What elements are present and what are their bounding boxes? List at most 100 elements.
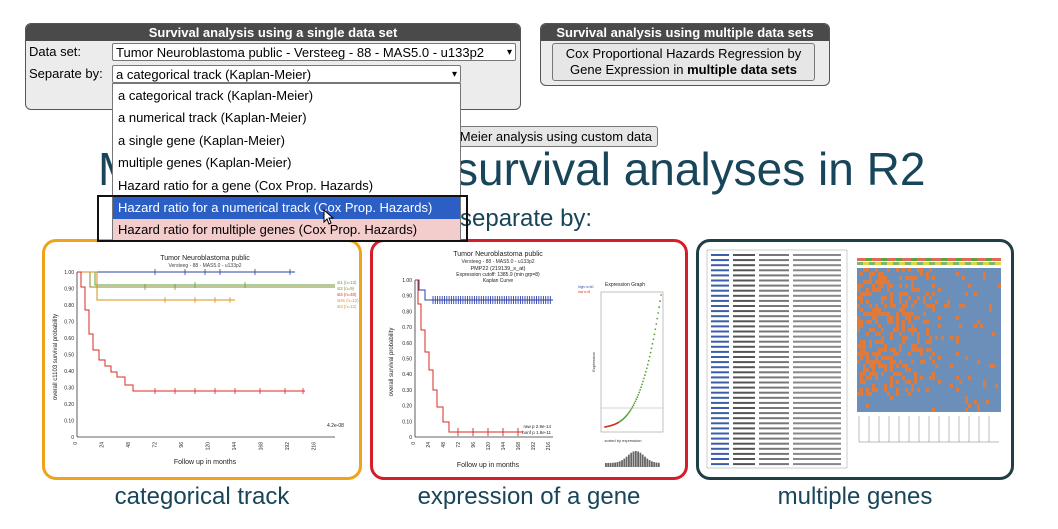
km1-legend: st1 (n=13)st2 (n=9)st4 (n=40)st4s (n=12)… bbox=[337, 280, 359, 309]
km2-ytick-label: 0.60 bbox=[402, 341, 412, 347]
km1-legend-entry: st2 (n=9) bbox=[337, 286, 355, 291]
dropdown-option[interactable]: Hazard ratio for multiple genes (Cox Pro… bbox=[113, 219, 460, 242]
km2-title: Tumor Neuroblastoma public bbox=[453, 251, 543, 258]
km2-xtick-label: 192 bbox=[531, 442, 537, 451]
km2-ytick-label: 0.40 bbox=[402, 372, 412, 378]
km2-ylabel: overall survival probability bbox=[389, 328, 395, 397]
km1-x-ticks: 0 24 48 72 96 120 144 168 192 216 bbox=[73, 442, 318, 451]
caption-categorical: categorical track bbox=[114, 483, 290, 510]
dropdown-option[interactable]: a categorical track (Kaplan-Meier) bbox=[118, 88, 314, 103]
km1-curve-st2 bbox=[77, 271, 335, 286]
dropdown-option[interactable]: multiple genes (Kaplan-Meier) bbox=[118, 155, 292, 171]
km2-xtick-label: 24 bbox=[426, 442, 432, 448]
cox-button-line2: Gene Expression in multiple data sets bbox=[553, 62, 814, 78]
chevron-down-icon: ▾ bbox=[504, 44, 512, 60]
km2-curve-low bbox=[415, 279, 523, 433]
km1-legend-entry: st4s (n=12) bbox=[337, 298, 359, 303]
caption-multiple: multiple genes bbox=[777, 483, 933, 510]
dropdown-option[interactable]: a numerical track (Kaplan-Meier) bbox=[118, 110, 307, 126]
single-panel-title: Survival analysis using a single data se… bbox=[26, 24, 520, 41]
km1-xlabel: Follow up in months bbox=[174, 459, 237, 466]
km1-xtick-label: 216 bbox=[312, 442, 318, 451]
km1-ytick-label: 0.10 bbox=[64, 419, 74, 425]
mouse-cursor-icon bbox=[323, 209, 335, 225]
km1-subtitle: Versteeg - 88 - MAS5.0 - u133p2 bbox=[168, 263, 241, 269]
km2-ytick-label: 0.50 bbox=[402, 357, 412, 363]
heatmap-grid bbox=[857, 248, 1001, 443]
km1-ytick-label: 0.20 bbox=[64, 402, 74, 408]
heatmap-figure bbox=[706, 248, 1001, 469]
expr-graph-title: Expression Graph bbox=[605, 282, 645, 288]
dataset-select-value: Tumor Neuroblastoma public - Versteeg - … bbox=[116, 45, 485, 60]
custom-data-km-button[interactable]: Meier analysis using custom data bbox=[440, 126, 658, 147]
cox-button-line2-bold: multiple data sets bbox=[687, 62, 797, 77]
dataset-select[interactable]: Tumor Neuroblastoma public - Versteeg - … bbox=[112, 43, 516, 61]
km1-ytick-label: 0 bbox=[71, 435, 74, 441]
km2-ytick-label: 1.00 bbox=[402, 278, 412, 284]
km2-line4: Expression cutoff: 1385.9 (min grp=8) bbox=[456, 272, 540, 278]
km1-legend-entry: st1 (n=13) bbox=[337, 280, 357, 285]
km1-ytick-label: 0.60 bbox=[64, 336, 74, 342]
expr-graph-points bbox=[601, 294, 663, 428]
separate-by-select-value: a categorical track (Kaplan-Meier) bbox=[116, 67, 312, 82]
km1-ytick-label: 0.50 bbox=[64, 353, 74, 359]
km2-xlabel: Follow up in months bbox=[457, 462, 520, 469]
km1-legend-entry: st4 (n=40) bbox=[337, 292, 357, 297]
km2-pvalue: raw p 2.9e-14 bbox=[523, 424, 551, 429]
km1-xtick-label: 120 bbox=[206, 442, 212, 451]
separate-by-select[interactable]: a categorical track (Kaplan-Meier) ▾ bbox=[112, 65, 461, 83]
dropdown-option[interactable]: a single gene (Kaplan-Meier) bbox=[118, 132, 285, 148]
km1-title: Tumor Neuroblastoma public bbox=[160, 255, 250, 262]
km2-ytick-label: 0.90 bbox=[402, 294, 412, 300]
km2-legend-high: high n=40 bbox=[578, 285, 594, 289]
km1-ytick-label: 0.90 bbox=[64, 287, 74, 293]
km1-ytick-label: 0.40 bbox=[64, 369, 74, 375]
km2-xtick-label: 0 bbox=[411, 442, 417, 445]
km2-xtick-label: 96 bbox=[471, 442, 477, 448]
km2-censor-marks bbox=[432, 296, 551, 436]
categorical-track-card[interactable]: Tumor Neuroblastoma public Versteeg - 88… bbox=[42, 239, 362, 480]
km1-xtick-label: 72 bbox=[153, 442, 159, 448]
km1-xtick-label: 144 bbox=[232, 442, 238, 451]
km2-xtick-label: 144 bbox=[501, 442, 507, 451]
cox-regression-button[interactable]: Cox Proportional Hazards Regression by G… bbox=[552, 43, 815, 81]
chevron-down-icon: ▾ bbox=[451, 69, 457, 80]
km2-ytick-label: 0.70 bbox=[402, 325, 412, 331]
km1-xtick-label: 168 bbox=[259, 442, 265, 451]
km2-xtick-label: 120 bbox=[486, 442, 492, 451]
km2-xtick-label: 48 bbox=[441, 442, 447, 448]
separate-by-dropdown-list: a categorical track (Kaplan-Meier) a nume… bbox=[112, 83, 461, 242]
km1-curve-st4 bbox=[77, 271, 305, 392]
dropdown-option[interactable]: Hazard ratio for a gene (Cox Prop. Hazar… bbox=[118, 177, 374, 193]
expr-graph-ylabel: Expression bbox=[591, 352, 596, 372]
km2-xtick-label: 216 bbox=[546, 442, 552, 451]
expr-graph-bottom: sorted by expression bbox=[605, 438, 642, 443]
custom-data-km-button-label: Meier analysis using custom data bbox=[459, 129, 652, 144]
km2-y-ticks: 1.00 0.90 0.80 0.70 0.60 0.50 0.40 0.30 0.20 0.10… bbox=[402, 278, 412, 441]
cox-button-line1: Cox Proportional Hazards Regression by bbox=[565, 46, 802, 61]
km1-xtick-label: 192 bbox=[285, 442, 291, 451]
expression-gene-card[interactable]: Tumor Neuroblastoma public Versteeg - 88… bbox=[370, 239, 688, 480]
km1-pvalue: 4.2e-08 bbox=[327, 423, 344, 429]
km2-ytick-label: 0.80 bbox=[402, 309, 412, 315]
page-heading-right: survival analyses in R2 bbox=[455, 143, 926, 195]
separate-by-label: Separate by: bbox=[29, 66, 103, 81]
km1-ylabel: overall c1103 survival probability bbox=[53, 314, 59, 400]
km1-legend-entry: st3 (n=12) bbox=[337, 304, 357, 309]
km2-legend-low: low n=8 bbox=[578, 290, 590, 294]
expr-histogram bbox=[605, 451, 660, 467]
highlight-box bbox=[97, 195, 468, 242]
multi-panel-title: Survival analysis using multiple data se… bbox=[541, 24, 829, 41]
km2-ytick-label: 0.30 bbox=[402, 388, 412, 394]
km1-xtick-label: 96 bbox=[179, 442, 185, 448]
multiple-genes-card[interactable] bbox=[696, 239, 1014, 480]
cox-button-line2-prefix: Gene Expression in bbox=[570, 62, 688, 77]
page-subheading: separate by: bbox=[460, 205, 593, 232]
dropdown-option[interactable]: Hazard ratio for a numerical track (Cox … bbox=[113, 197, 460, 219]
km2-ytick-label: 0.20 bbox=[402, 404, 412, 410]
km1-y-ticks: 1.00 0.90 0.80 0.70 0.60 0.50 0.40 0.30 0.20 0.10… bbox=[64, 270, 74, 441]
km2-bonf: bonf p 1.8e-11 bbox=[522, 430, 551, 435]
km1-xtick-label: 0 bbox=[73, 442, 79, 445]
km2-xtick-label: 72 bbox=[456, 442, 462, 448]
km2-line2: Versteeg - 88 - MAS5.0 - u133p2 bbox=[461, 259, 534, 265]
